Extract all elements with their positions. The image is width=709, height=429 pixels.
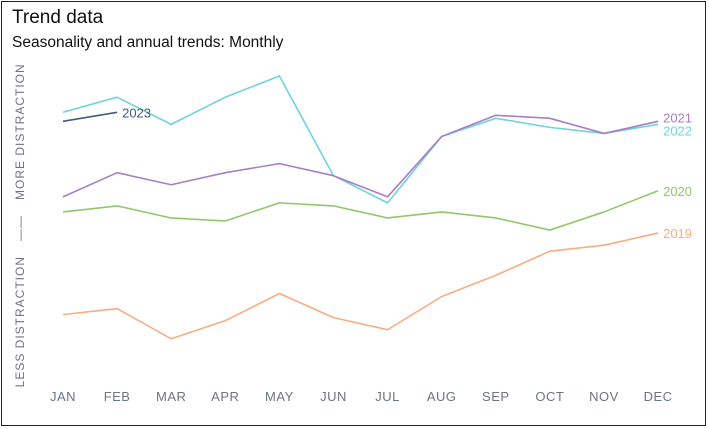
- y-axis-label-less: LESS DISTRACTION: [13, 256, 27, 387]
- x-tick-jul: JUL: [375, 389, 400, 404]
- x-tick-may: MAY: [265, 389, 294, 404]
- x-axis-ticks: JAN FEB MAR APR MAY JUN JUL AUG SEP OCT NOV DEC: [50, 389, 673, 404]
- series-label-2023: 2023: [122, 105, 151, 120]
- series-lines: [62, 75, 659, 340]
- series-line-2020: [62, 190, 659, 231]
- series-line-2021: [62, 114, 659, 198]
- x-tick-feb: FEB: [104, 389, 131, 404]
- x-tick-apr: APR: [211, 389, 239, 404]
- x-tick-nov: NOV: [589, 389, 619, 404]
- series-line-2019: [62, 232, 659, 340]
- x-tick-aug: AUG: [427, 389, 457, 404]
- x-tick-dec: DEC: [644, 389, 673, 404]
- series-label-2019: 2019: [663, 226, 692, 241]
- x-tick-jun: JUN: [320, 389, 347, 404]
- x-tick-jan: JAN: [50, 389, 76, 404]
- y-axis-label-more: MORE DISTRACTION: [13, 63, 27, 200]
- chart-title: Trend data: [12, 7, 104, 28]
- x-tick-mar: MAR: [156, 389, 186, 404]
- chart-subtitle: Seasonality and annual trends: Monthly: [12, 34, 284, 51]
- x-tick-oct: OCT: [535, 389, 564, 404]
- x-tick-sep: SEP: [482, 389, 510, 404]
- y-axis-separator: ——: [13, 215, 27, 241]
- y-axis-label-group: LESS DISTRACTION —— MORE DISTRACTION: [13, 63, 27, 387]
- series-label-2020: 2020: [663, 184, 692, 199]
- series-label-2022: 2022: [663, 123, 692, 138]
- series-line-2023: [62, 111, 118, 123]
- series-label-2021: 2021: [663, 110, 692, 125]
- series-line-2022: [62, 75, 659, 204]
